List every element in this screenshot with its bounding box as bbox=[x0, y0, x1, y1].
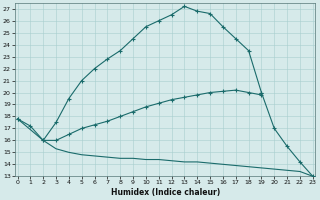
X-axis label: Humidex (Indice chaleur): Humidex (Indice chaleur) bbox=[110, 188, 220, 197]
